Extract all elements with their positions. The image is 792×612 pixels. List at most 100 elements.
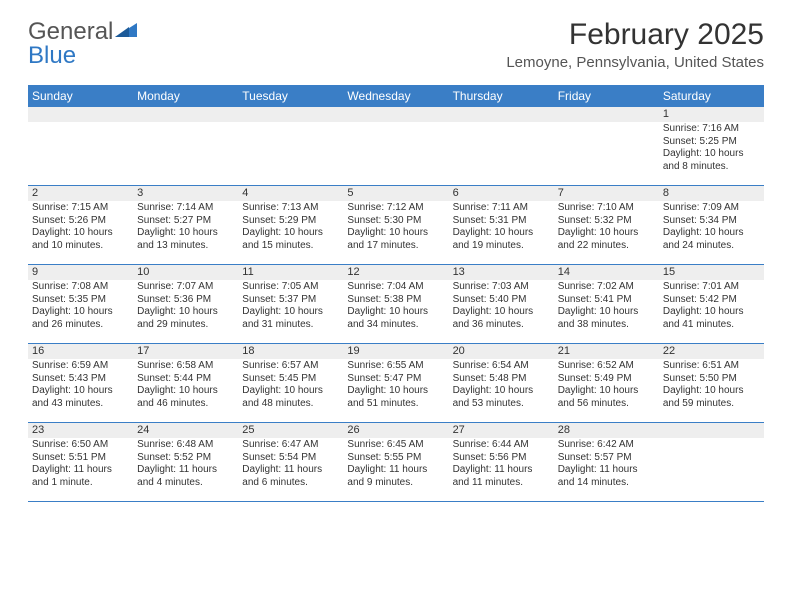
day-number: 2	[28, 186, 133, 201]
title-block: February 2025 Lemoyne, Pennsylvania, Uni…	[506, 18, 764, 71]
day-cell: 25Sunrise: 6:47 AMSunset: 5:54 PMDayligh…	[238, 423, 343, 501]
day-number: 3	[133, 186, 238, 201]
day-number: 28	[554, 423, 659, 438]
sunset-text: Sunset: 5:30 PM	[347, 215, 444, 228]
day-body: Sunrise: 7:02 AMSunset: 5:41 PMDaylight:…	[554, 280, 659, 333]
calendar: Sunday Monday Tuesday Wednesday Thursday…	[28, 85, 764, 502]
daylight-text: Daylight: 11 hours and 6 minutes.	[242, 464, 339, 489]
sunrise-text: Sunrise: 6:45 AM	[347, 439, 444, 452]
daylight-text: Daylight: 11 hours and 1 minute.	[32, 464, 129, 489]
sunrise-text: Sunrise: 6:59 AM	[32, 360, 129, 373]
daylight-text: Daylight: 10 hours and 15 minutes.	[242, 227, 339, 252]
sunrise-text: Sunrise: 6:47 AM	[242, 439, 339, 452]
sunset-text: Sunset: 5:35 PM	[32, 294, 129, 307]
weekday-header: Thursday	[449, 86, 554, 107]
sunrise-text: Sunrise: 7:16 AM	[663, 123, 760, 136]
sunset-text: Sunset: 5:43 PM	[32, 373, 129, 386]
day-body: Sunrise: 6:47 AMSunset: 5:54 PMDaylight:…	[238, 438, 343, 491]
day-cell: 16Sunrise: 6:59 AMSunset: 5:43 PMDayligh…	[28, 344, 133, 422]
daylight-text: Daylight: 10 hours and 13 minutes.	[137, 227, 234, 252]
day-body: Sunrise: 7:11 AMSunset: 5:31 PMDaylight:…	[449, 201, 554, 254]
sunrise-text: Sunrise: 7:10 AM	[558, 202, 655, 215]
day-body: Sunrise: 7:15 AMSunset: 5:26 PMDaylight:…	[28, 201, 133, 254]
sunrise-text: Sunrise: 7:07 AM	[137, 281, 234, 294]
day-cell: 19Sunrise: 6:55 AMSunset: 5:47 PMDayligh…	[343, 344, 448, 422]
sunrise-text: Sunrise: 7:15 AM	[32, 202, 129, 215]
sunrise-text: Sunrise: 6:42 AM	[558, 439, 655, 452]
day-cell: 27Sunrise: 6:44 AMSunset: 5:56 PMDayligh…	[449, 423, 554, 501]
day-number: 19	[343, 344, 448, 359]
sunset-text: Sunset: 5:54 PM	[242, 452, 339, 465]
daylight-text: Daylight: 10 hours and 8 minutes.	[663, 148, 760, 173]
weekday-header-row: Sunday Monday Tuesday Wednesday Thursday…	[28, 85, 764, 107]
sunset-text: Sunset: 5:51 PM	[32, 452, 129, 465]
sunset-text: Sunset: 5:41 PM	[558, 294, 655, 307]
day-cell: 12Sunrise: 7:04 AMSunset: 5:38 PMDayligh…	[343, 265, 448, 343]
daylight-text: Daylight: 10 hours and 34 minutes.	[347, 306, 444, 331]
day-number: 25	[238, 423, 343, 438]
location-label: Lemoyne, Pennsylvania, United States	[506, 54, 764, 71]
day-number: 12	[343, 265, 448, 280]
sunrise-text: Sunrise: 7:12 AM	[347, 202, 444, 215]
day-body: Sunrise: 7:13 AMSunset: 5:29 PMDaylight:…	[238, 201, 343, 254]
daylight-text: Daylight: 10 hours and 41 minutes.	[663, 306, 760, 331]
day-cell: 8Sunrise: 7:09 AMSunset: 5:34 PMDaylight…	[659, 186, 764, 264]
day-number: 26	[343, 423, 448, 438]
day-body: Sunrise: 7:16 AMSunset: 5:25 PMDaylight:…	[659, 122, 764, 175]
day-number: 20	[449, 344, 554, 359]
day-number: 17	[133, 344, 238, 359]
day-number: 16	[28, 344, 133, 359]
daylight-text: Daylight: 10 hours and 43 minutes.	[32, 385, 129, 410]
sunset-text: Sunset: 5:34 PM	[663, 215, 760, 228]
sunrise-text: Sunrise: 7:02 AM	[558, 281, 655, 294]
weekday-header: Saturday	[659, 86, 764, 107]
day-body: Sunrise: 7:10 AMSunset: 5:32 PMDaylight:…	[554, 201, 659, 254]
day-number	[554, 107, 659, 122]
sunrise-text: Sunrise: 6:48 AM	[137, 439, 234, 452]
sunset-text: Sunset: 5:47 PM	[347, 373, 444, 386]
day-cell: 11Sunrise: 7:05 AMSunset: 5:37 PMDayligh…	[238, 265, 343, 343]
logo-text-2: Blue	[28, 42, 76, 69]
day-cell: 14Sunrise: 7:02 AMSunset: 5:41 PMDayligh…	[554, 265, 659, 343]
daylight-text: Daylight: 10 hours and 31 minutes.	[242, 306, 339, 331]
day-body: Sunrise: 7:09 AMSunset: 5:34 PMDaylight:…	[659, 201, 764, 254]
daylight-text: Daylight: 10 hours and 22 minutes.	[558, 227, 655, 252]
day-body: Sunrise: 7:05 AMSunset: 5:37 PMDaylight:…	[238, 280, 343, 333]
day-cell	[343, 107, 448, 185]
sunrise-text: Sunrise: 6:52 AM	[558, 360, 655, 373]
sunset-text: Sunset: 5:26 PM	[32, 215, 129, 228]
sunrise-text: Sunrise: 7:13 AM	[242, 202, 339, 215]
day-cell	[554, 107, 659, 185]
day-number: 1	[659, 107, 764, 122]
day-body: Sunrise: 7:08 AMSunset: 5:35 PMDaylight:…	[28, 280, 133, 333]
day-cell: 17Sunrise: 6:58 AMSunset: 5:44 PMDayligh…	[133, 344, 238, 422]
day-body: Sunrise: 6:55 AMSunset: 5:47 PMDaylight:…	[343, 359, 448, 412]
week-row: 9Sunrise: 7:08 AMSunset: 5:35 PMDaylight…	[28, 265, 764, 344]
sunset-text: Sunset: 5:45 PM	[242, 373, 339, 386]
sunrise-text: Sunrise: 6:54 AM	[453, 360, 550, 373]
daylight-text: Daylight: 11 hours and 11 minutes.	[453, 464, 550, 489]
daylight-text: Daylight: 10 hours and 51 minutes.	[347, 385, 444, 410]
day-number: 15	[659, 265, 764, 280]
daylight-text: Daylight: 10 hours and 59 minutes.	[663, 385, 760, 410]
day-cell	[238, 107, 343, 185]
sunset-text: Sunset: 5:37 PM	[242, 294, 339, 307]
sunset-text: Sunset: 5:49 PM	[558, 373, 655, 386]
daylight-text: Daylight: 11 hours and 9 minutes.	[347, 464, 444, 489]
sunrise-text: Sunrise: 7:01 AM	[663, 281, 760, 294]
weekday-header: Wednesday	[343, 86, 448, 107]
day-body: Sunrise: 6:51 AMSunset: 5:50 PMDaylight:…	[659, 359, 764, 412]
sunset-text: Sunset: 5:27 PM	[137, 215, 234, 228]
sunset-text: Sunset: 5:25 PM	[663, 136, 760, 149]
sunrise-text: Sunrise: 7:08 AM	[32, 281, 129, 294]
day-body: Sunrise: 7:12 AMSunset: 5:30 PMDaylight:…	[343, 201, 448, 254]
day-body: Sunrise: 7:07 AMSunset: 5:36 PMDaylight:…	[133, 280, 238, 333]
day-number: 8	[659, 186, 764, 201]
day-cell: 24Sunrise: 6:48 AMSunset: 5:52 PMDayligh…	[133, 423, 238, 501]
day-number	[659, 423, 764, 438]
daylight-text: Daylight: 10 hours and 36 minutes.	[453, 306, 550, 331]
daylight-text: Daylight: 11 hours and 14 minutes.	[558, 464, 655, 489]
day-body: Sunrise: 6:58 AMSunset: 5:44 PMDaylight:…	[133, 359, 238, 412]
weekday-header: Tuesday	[238, 86, 343, 107]
day-number: 4	[238, 186, 343, 201]
